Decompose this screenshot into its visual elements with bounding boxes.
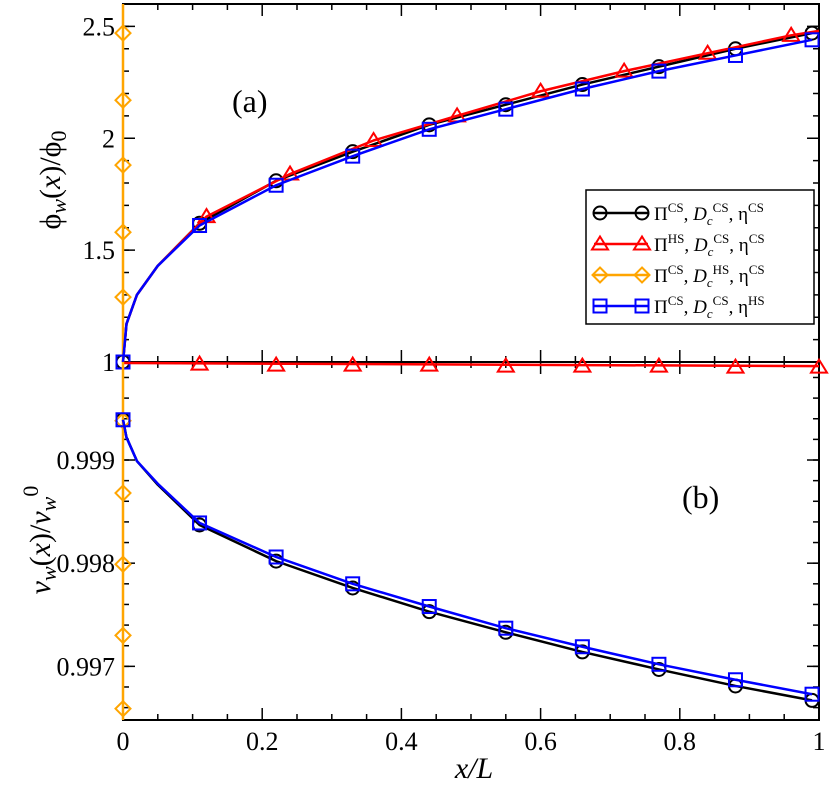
data-point — [114, 223, 132, 242]
x-tick-label: 0 — [117, 727, 130, 756]
y-tick-label: 2.5 — [83, 12, 116, 41]
data-point — [419, 355, 440, 372]
data-point — [804, 32, 820, 48]
legend-label: ΠHS, DcCS, ηCS — [654, 231, 765, 259]
y-tick-label: 0.999 — [57, 446, 116, 475]
legend-marker — [592, 205, 608, 221]
data-point — [809, 357, 829, 374]
data-point — [651, 656, 667, 672]
legend-label: ΠCS, DcHS, ηCS — [654, 262, 765, 290]
data-point — [114, 91, 132, 110]
data-point — [649, 356, 669, 373]
data-point — [268, 177, 284, 193]
data-point — [266, 355, 286, 372]
data-point — [345, 148, 361, 164]
data-point — [114, 156, 132, 175]
data-point — [727, 47, 743, 63]
data-point — [498, 101, 514, 117]
legend-label: ΠCS, DcCS, ηHS — [654, 293, 765, 321]
data-point — [697, 43, 718, 60]
x-tick-label: 1 — [813, 727, 826, 756]
panel-a-series — [114, 4, 820, 370]
panel-a-ticks: 1 1.5 2 2.5 — [83, 3, 820, 377]
y-tick-label: 2 — [102, 124, 115, 153]
data-point — [421, 121, 437, 137]
data-point — [342, 355, 363, 372]
panel-b-frame — [122, 361, 820, 721]
data-point — [574, 639, 590, 655]
series-line — [122, 361, 820, 368]
legend-marker — [634, 298, 650, 314]
data-point — [530, 81, 551, 98]
data-point — [189, 354, 210, 371]
data-point — [614, 61, 634, 78]
x-tick-label: 0.4 — [385, 727, 418, 756]
x-tick-label: 0.2 — [246, 727, 279, 756]
x-tick-label: 0.8 — [664, 727, 697, 756]
legend-box — [585, 189, 815, 325]
panel-b-ylabel: vw(x)/vw0 — [18, 486, 61, 595]
series-line — [121, 38, 813, 363]
data-point — [651, 63, 667, 79]
panel-b-series — [114, 354, 829, 720]
data-point — [781, 25, 801, 42]
data-point — [114, 484, 132, 502]
legend-marker — [590, 234, 610, 251]
data-point — [268, 549, 284, 565]
data-point — [496, 356, 516, 373]
series-line — [121, 419, 813, 696]
data-point — [114, 555, 132, 574]
data-point — [363, 131, 384, 147]
y-tick-label: 0.998 — [57, 549, 116, 578]
y-tick-label: 1 — [102, 348, 115, 377]
data-point — [421, 599, 437, 615]
data-point — [192, 515, 208, 531]
legend-marker — [591, 266, 609, 284]
data-point — [804, 686, 820, 702]
panel-b-ticks: 0 0.2 0.4 0.6 0.8 1 0.997 0.998 0.999 — [57, 362, 826, 756]
data-point — [725, 357, 746, 374]
data-point — [572, 356, 593, 373]
data-point — [114, 288, 132, 307]
legend-label: ΠCS, DcCS, ηCS — [654, 200, 764, 228]
x-tick-label: 0.6 — [524, 727, 557, 756]
data-point — [114, 626, 132, 645]
data-point — [115, 412, 131, 428]
legend: ΠCS, DcCS, ηCS ΠHS, DcCS, ηCS ΠCS, DcHS, η… — [585, 189, 815, 325]
panel-a-ylabel: ϕw(x)/ϕ0 — [34, 131, 71, 230]
data-point — [114, 699, 132, 718]
y-tick-label: 0.997 — [57, 652, 116, 681]
series-line — [121, 419, 813, 702]
data-point — [498, 620, 514, 636]
data-point — [727, 672, 743, 688]
data-point — [114, 24, 132, 43]
legend-marker — [592, 298, 608, 314]
data-point — [192, 218, 208, 234]
data-point — [574, 81, 590, 97]
y-tick-label: 1.5 — [83, 236, 116, 265]
data-point — [345, 576, 361, 592]
legend-marker — [632, 234, 652, 251]
x-axis-label: x/L — [454, 752, 493, 785]
data-point — [114, 411, 132, 430]
legend-marker — [633, 266, 651, 284]
legend-marker — [634, 205, 650, 221]
panel-b-label: (b) — [682, 479, 719, 515]
panel-a-label: (a) — [232, 83, 268, 119]
